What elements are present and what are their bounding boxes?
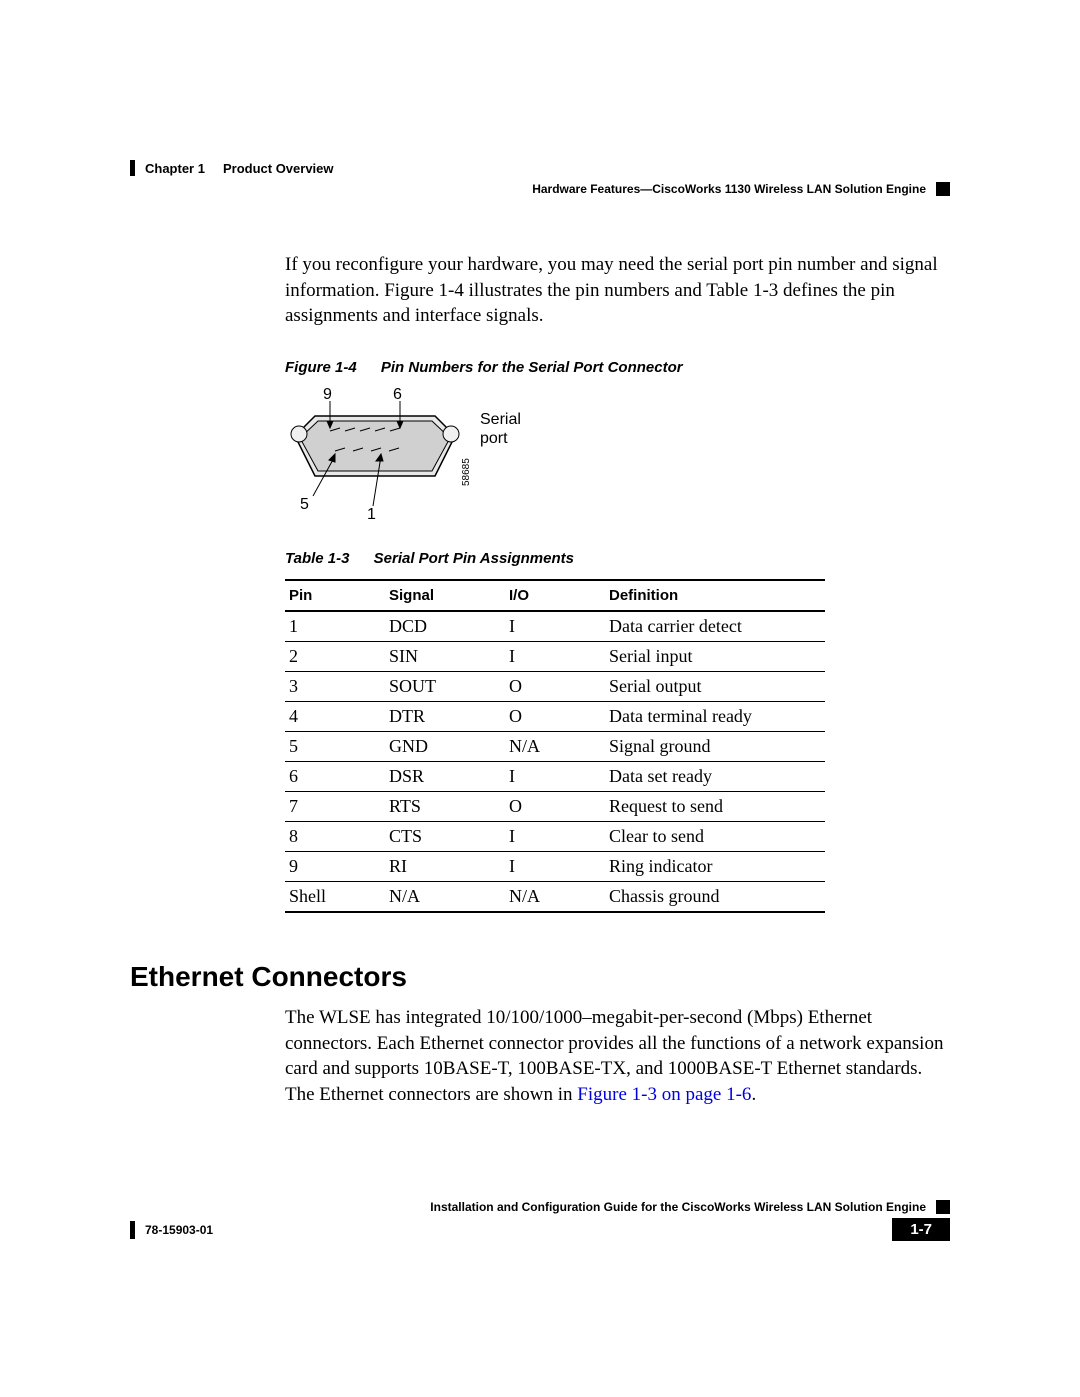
intro-paragraph: If you reconfigure your hardware, you ma… (285, 252, 945, 329)
table-cell: RTS (385, 791, 505, 821)
table-cell: Chassis ground (605, 881, 825, 912)
table-cell: Signal ground (605, 731, 825, 761)
table-row: 4DTROData terminal ready (285, 701, 825, 731)
figure-label: Figure 1-4 (285, 359, 357, 376)
table-cell: I (505, 821, 605, 851)
table-header-cell: Definition (605, 580, 825, 611)
footer-doc-number: 78-15903-01 (145, 1223, 213, 1237)
pin-label-9: 9 (323, 386, 332, 404)
table-cell: CTS (385, 821, 505, 851)
table-header-cell: I/O (505, 580, 605, 611)
table-row: ShellN/AN/AChassis ground (285, 881, 825, 912)
header-square-icon (936, 182, 950, 196)
table-cell: I (505, 641, 605, 671)
pin-assignments-table: PinSignalI/ODefinition 1DCDIData carrier… (285, 579, 825, 913)
connector-svg (285, 386, 485, 526)
table-cell: Data set ready (605, 761, 825, 791)
table-row: 7RTSORequest to send (285, 791, 825, 821)
table-cell: SIN (385, 641, 505, 671)
port-label-line2: port (480, 430, 508, 447)
table-label: Table 1-3 (285, 550, 349, 567)
table-cell: 4 (285, 701, 385, 731)
table-cell: N/A (505, 881, 605, 912)
port-label: Serial port (480, 410, 521, 448)
page-footer: Installation and Configuration Guide for… (130, 1200, 950, 1241)
table-cell: 8 (285, 821, 385, 851)
table-cell: DTR (385, 701, 505, 731)
table-cell: RI (385, 851, 505, 881)
footer-guide-title: Installation and Configuration Guide for… (430, 1200, 926, 1214)
table-cell: 6 (285, 761, 385, 791)
table-cell: O (505, 671, 605, 701)
table-cell: Data terminal ready (605, 701, 825, 731)
table-cell: O (505, 791, 605, 821)
table-caption: Table 1-3 Serial Port Pin Assignments (285, 550, 950, 567)
chapter-label: Chapter 1 (145, 161, 205, 176)
table-header-row: PinSignalI/ODefinition (285, 580, 825, 611)
table-cell: Request to send (605, 791, 825, 821)
section-title: Hardware Features—CiscoWorks 1130 Wirele… (532, 182, 926, 196)
table-cell: N/A (505, 731, 605, 761)
table-cell: 5 (285, 731, 385, 761)
serial-port-figure: 9 6 5 1 Serial port 58685 (285, 386, 605, 526)
table-cell: DCD (385, 611, 505, 642)
table-cell: N/A (385, 881, 505, 912)
table-row: 1DCDIData carrier detect (285, 611, 825, 642)
page-subheader: Hardware Features—CiscoWorks 1130 Wirele… (130, 182, 950, 196)
table-cell: I (505, 761, 605, 791)
table-cell: I (505, 851, 605, 881)
header-bar-icon (130, 160, 135, 176)
table-row: 2SINISerial input (285, 641, 825, 671)
table-cell: SOUT (385, 671, 505, 701)
table-cell: 9 (285, 851, 385, 881)
table-row: 3SOUTOSerial output (285, 671, 825, 701)
port-label-line1: Serial (480, 411, 521, 428)
table-cell: 7 (285, 791, 385, 821)
table-cell: O (505, 701, 605, 731)
pin-label-5: 5 (300, 496, 309, 514)
table-row: 5GNDN/ASignal ground (285, 731, 825, 761)
figure-1-3-link[interactable]: Figure 1-3 on page 1-6 (577, 1084, 751, 1105)
chapter-title: Product Overview (223, 161, 334, 176)
table-row: 8CTSIClear to send (285, 821, 825, 851)
page-header: Chapter 1 Product Overview (130, 160, 950, 176)
figure-drawing-id: 58685 (461, 458, 472, 486)
table-header-cell: Pin (285, 580, 385, 611)
footer-square-icon (936, 1200, 950, 1214)
table-title: Serial Port Pin Assignments (374, 550, 574, 567)
table-cell: GND (385, 731, 505, 761)
page-number: 1-7 (892, 1218, 950, 1241)
table-row: 6DSRIData set ready (285, 761, 825, 791)
ethernet-body-suffix: . (751, 1084, 756, 1105)
pin-label-6: 6 (393, 386, 402, 404)
table-row: 9RIIRing indicator (285, 851, 825, 881)
table-cell: Serial input (605, 641, 825, 671)
figure-caption: Figure 1-4 Pin Numbers for the Serial Po… (285, 359, 950, 376)
table-cell: 2 (285, 641, 385, 671)
ethernet-heading: Ethernet Connectors (130, 961, 950, 993)
figure-title: Pin Numbers for the Serial Port Connecto… (381, 359, 683, 376)
table-cell: Ring indicator (605, 851, 825, 881)
table-cell: Shell (285, 881, 385, 912)
table-cell: Serial output (605, 671, 825, 701)
table-cell: DSR (385, 761, 505, 791)
table-cell: Clear to send (605, 821, 825, 851)
footer-bar-icon (130, 1221, 135, 1239)
table-cell: 1 (285, 611, 385, 642)
table-cell: 3 (285, 671, 385, 701)
table-cell: I (505, 611, 605, 642)
ethernet-paragraph: The WLSE has integrated 10/100/1000–mega… (285, 1005, 945, 1108)
table-cell: Data carrier detect (605, 611, 825, 642)
table-header-cell: Signal (385, 580, 505, 611)
pin-label-1: 1 (367, 506, 376, 524)
